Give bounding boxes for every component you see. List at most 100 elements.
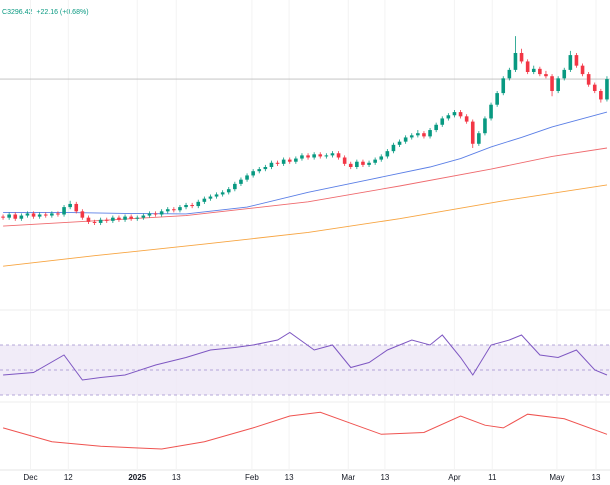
candle-body: [287, 159, 292, 162]
candle-body: [379, 156, 384, 160]
candle-body: [281, 159, 286, 164]
candle-body: [385, 151, 390, 157]
candle-body: [245, 175, 249, 180]
x-tick-label: May: [549, 473, 564, 482]
candle-body: [519, 52, 524, 62]
candle-body: [434, 124, 438, 131]
candle-body: [580, 65, 585, 75]
candle-body: [574, 55, 579, 66]
candle-body: [190, 204, 194, 207]
x-tick-label: 12: [64, 473, 73, 482]
candle-body: [50, 213, 54, 216]
candle-body: [184, 204, 188, 208]
candle-body: [269, 162, 274, 167]
candle-body: [196, 201, 201, 207]
candle-body: [111, 217, 115, 221]
candle-body: [477, 133, 481, 144]
candle-body: [550, 76, 554, 91]
candle-body: [13, 214, 18, 219]
candle-body: [220, 192, 225, 195]
candle-body: [538, 68, 542, 75]
close-prefix: C: [2, 9, 7, 16]
candle-body: [202, 198, 207, 202]
candle-body: [31, 213, 36, 217]
candle-body: [233, 183, 237, 190]
candle-body: [544, 74, 548, 77]
candle-body: [37, 214, 42, 217]
rsi-line: [3, 331, 608, 381]
header: C3296.42 +22.16 (+0.68%): [2, 9, 89, 16]
moving-average: [3, 147, 608, 227]
candle-body: [458, 112, 463, 117]
candle-body: [239, 179, 243, 184]
x-tick-label: Feb: [245, 473, 259, 482]
candle-body: [489, 104, 493, 119]
x-tick-label: 13: [285, 473, 294, 482]
x-tick-label: 13: [380, 473, 389, 482]
candle-body: [330, 153, 335, 156]
change: +22.16 (+0.68%): [36, 9, 88, 16]
candle-body: [147, 213, 152, 216]
candle-body: [568, 55, 573, 70]
candle-body: [507, 69, 512, 79]
candle-body: [483, 118, 487, 134]
candle-body: [592, 84, 597, 91]
candle-body: [501, 78, 506, 94]
candle-body: [367, 162, 371, 165]
rsi-band: [0, 345, 610, 395]
candle-body: [68, 203, 72, 208]
candle-body: [141, 215, 146, 218]
candle-body: [348, 163, 353, 167]
candle-body: [62, 207, 66, 215]
candle-body: [513, 52, 518, 70]
candle-body: [43, 214, 48, 216]
moving-average: [3, 111, 608, 215]
candle-body: [556, 78, 560, 91]
candle-body: [422, 133, 426, 137]
candle-body: [373, 159, 377, 163]
x-tick-label: 11: [488, 473, 497, 482]
candle-body: [409, 135, 414, 138]
candle-body: [294, 158, 298, 162]
candle-body: [525, 61, 530, 72]
candle-body: [208, 196, 213, 199]
candle-body: [98, 219, 103, 223]
candle-body: [104, 219, 109, 221]
candle-body: [129, 216, 133, 219]
candle-body: [159, 211, 164, 215]
candle-body: [470, 121, 475, 144]
candle-body: [336, 153, 341, 158]
candle-body: [257, 169, 262, 172]
candle-body: [452, 112, 457, 116]
indicator-line: [2, 411, 608, 450]
candle-body: [440, 118, 445, 125]
candle-body: [446, 115, 451, 119]
moving-average: [3, 184, 608, 267]
candle-body: [586, 74, 591, 85]
candle-body: [416, 133, 420, 136]
candle-body: [428, 130, 432, 137]
candle-body: [153, 213, 158, 215]
candle-body: [361, 161, 365, 165]
candle-body: [214, 194, 219, 197]
candle-body: [599, 90, 603, 100]
candle-body: [306, 155, 310, 158]
candle-body: [56, 213, 60, 215]
candle-body: [251, 171, 255, 176]
candle-body: [172, 209, 176, 211]
x-tick-label: Apr: [448, 473, 461, 482]
candle-body: [397, 141, 402, 145]
candle-body: [275, 162, 280, 164]
candle-body: [495, 93, 499, 105]
candle-body: [531, 68, 536, 72]
candle-body: [123, 216, 127, 220]
candle-body: [318, 154, 323, 157]
candle-body: [25, 213, 30, 216]
candle-body: [80, 211, 85, 218]
candle-body: [74, 203, 79, 212]
candle-body: [165, 209, 170, 212]
x-tick-label: 13: [172, 473, 181, 482]
candle-body: [403, 137, 408, 142]
candle-body: [355, 161, 359, 167]
